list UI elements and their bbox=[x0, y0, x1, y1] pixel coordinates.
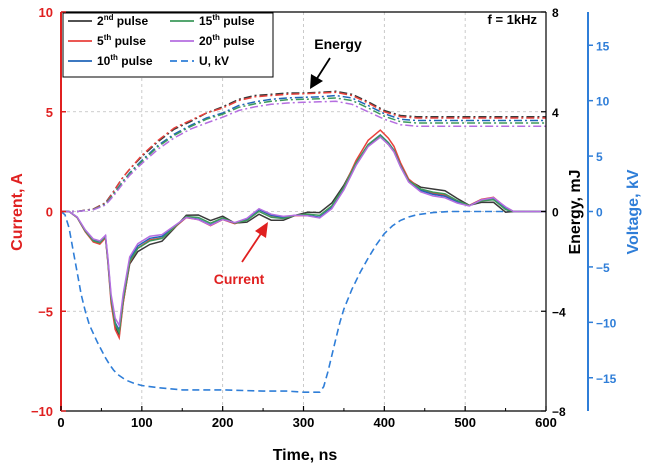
x-axis-title: Time, ns bbox=[273, 447, 338, 464]
tick-labels: 0 100 200 300 400 500 600−10−50510−8−4048−15−1… bbox=[31, 5, 617, 430]
y-voltage-tick-label: 15 bbox=[596, 39, 610, 53]
current-series-group bbox=[61, 129, 546, 341]
legend-label: 10th pulse bbox=[97, 53, 153, 68]
x-tick-label: 400 bbox=[373, 415, 395, 430]
energy-line-20th-pulse bbox=[61, 100, 546, 213]
y-left-tick-label: 5 bbox=[46, 105, 53, 120]
x-tick-label: 0 bbox=[57, 415, 64, 430]
energy-line-15th-pulse bbox=[61, 97, 546, 213]
y-energy-tick-label: 8 bbox=[552, 6, 559, 20]
legend-label: 20th pulse bbox=[199, 33, 255, 48]
energy-arrow bbox=[310, 57, 331, 89]
x-tick-label: 600 bbox=[535, 415, 557, 430]
voltage-series-group bbox=[60, 210, 546, 393]
y-energy-tick-label: 0 bbox=[552, 206, 559, 220]
frequency-annotation: f = 1kHz bbox=[488, 12, 538, 27]
y-energy-tick-label: −4 bbox=[552, 305, 566, 319]
legend-box bbox=[62, 12, 274, 78]
x-tick-label: 300 bbox=[293, 415, 315, 430]
legend-label: 2nd pulse bbox=[97, 13, 148, 28]
legend-label: 5th pulse bbox=[97, 33, 146, 48]
y-voltage-tick-label: −10 bbox=[596, 316, 617, 330]
y-left-tick-label: 10 bbox=[39, 5, 53, 20]
y-voltage-axis-title: Voltage, kV bbox=[625, 169, 642, 254]
x-tick-label: 500 bbox=[454, 415, 476, 430]
legend-label: U, kV bbox=[199, 54, 229, 68]
y-voltage-tick-label: 0 bbox=[596, 206, 603, 220]
y-left-axis-title: Current, A bbox=[9, 173, 26, 251]
legend: 2nd pulse 5th pulse 10th pulse 15th pulse 20… bbox=[62, 12, 274, 78]
y-energy-axis-title: Energy, mJ bbox=[567, 169, 584, 254]
y-left-tick-label: −5 bbox=[38, 304, 53, 319]
y-energy-tick-label: −8 bbox=[552, 405, 566, 419]
y-voltage-tick-label: −5 bbox=[596, 261, 610, 275]
voltage-line bbox=[60, 210, 546, 393]
y-voltage-tick-label: 10 bbox=[596, 95, 610, 109]
y-left-tick-label: −10 bbox=[31, 404, 53, 419]
current-arrow bbox=[241, 222, 268, 263]
current-line-20th-pulse bbox=[61, 136, 546, 328]
energy-annotation: Energy bbox=[314, 36, 362, 52]
x-tick-label: 100 bbox=[131, 415, 153, 430]
energy-line-2nd-pulse bbox=[61, 90, 546, 213]
y-energy-tick-label: 4 bbox=[552, 106, 559, 120]
current-annotation: Current bbox=[214, 271, 265, 287]
y-voltage-tick-label: −15 bbox=[596, 372, 617, 386]
energy-series-group bbox=[61, 90, 546, 213]
legend-label: 15th pulse bbox=[199, 13, 255, 28]
x-tick-label: 200 bbox=[212, 415, 234, 430]
energy-line-5th-pulse bbox=[61, 91, 546, 213]
y-voltage-tick-label: 5 bbox=[596, 150, 603, 164]
y-left-tick-label: 0 bbox=[46, 205, 53, 220]
